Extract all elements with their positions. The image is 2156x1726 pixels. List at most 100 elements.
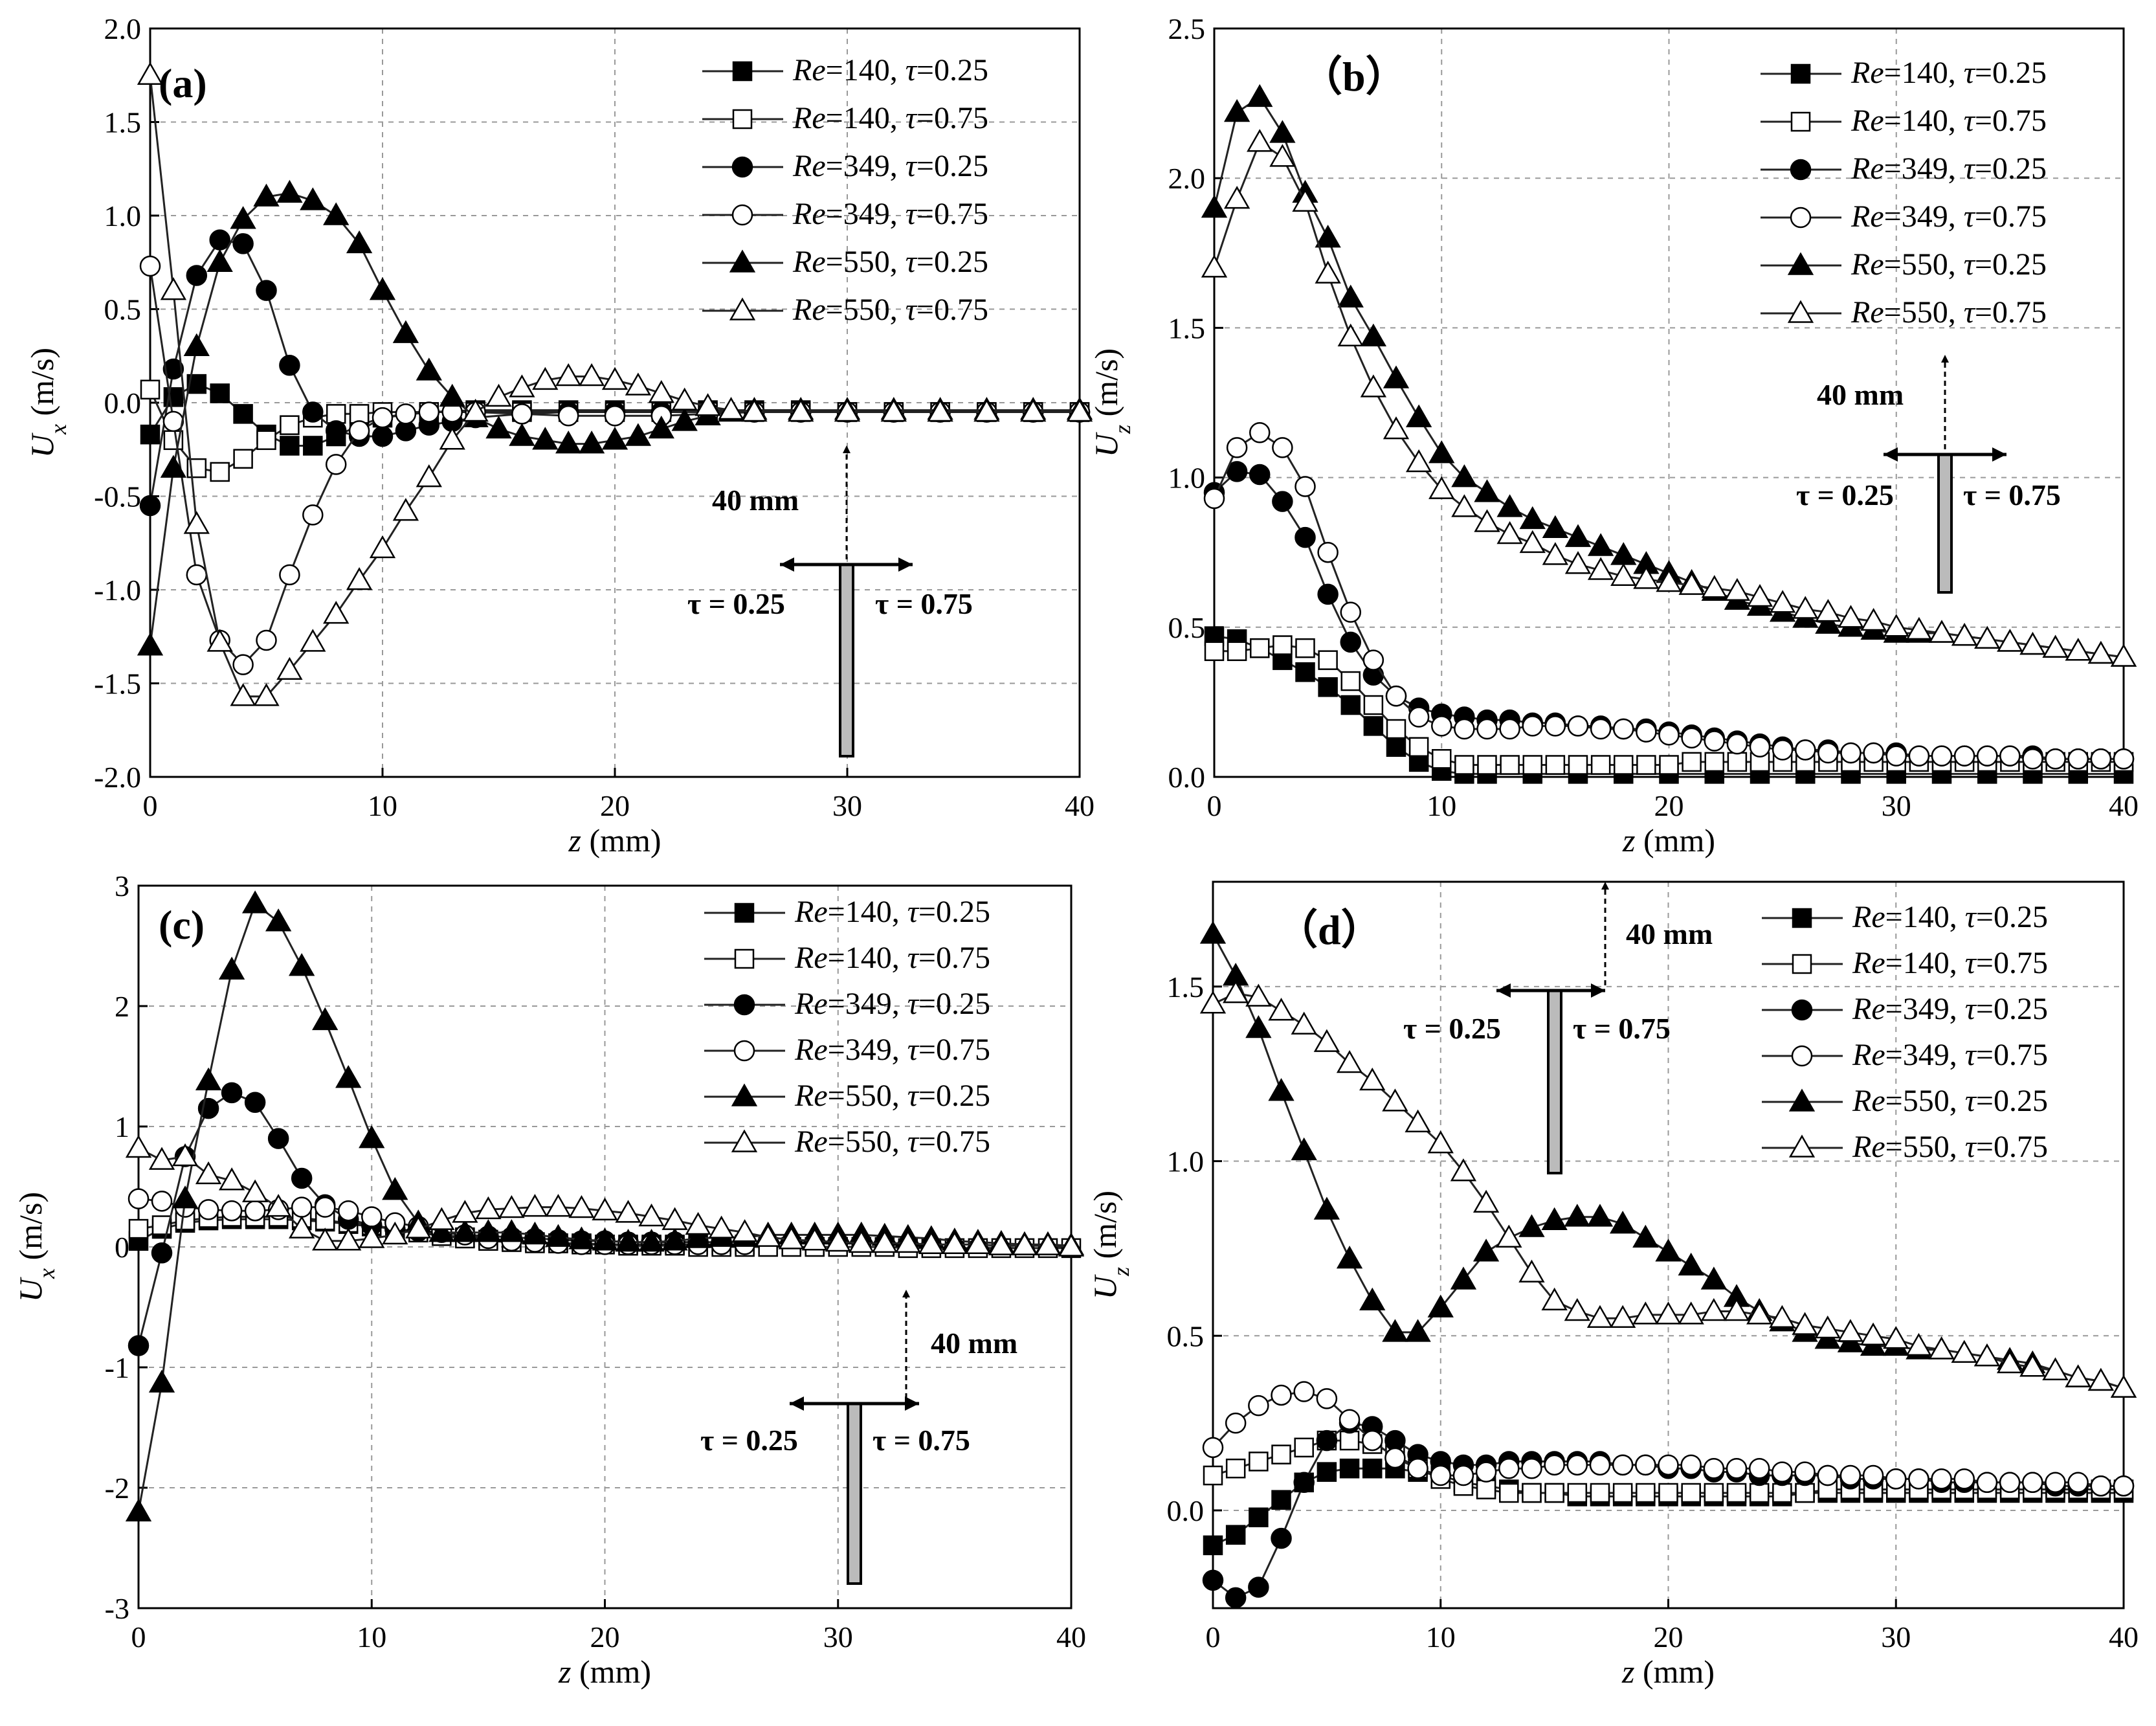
data-point bbox=[1931, 745, 1953, 767]
inset-schematic: 40 mm τ = 0.25 τ = 0.75 bbox=[1403, 882, 1713, 1174]
data-point bbox=[256, 430, 276, 451]
y-tick-label: 1 bbox=[115, 1110, 129, 1143]
data-point bbox=[1772, 1483, 1792, 1503]
data-point bbox=[221, 1082, 243, 1104]
data-point bbox=[1586, 1204, 1614, 1227]
data-point bbox=[661, 1207, 688, 1230]
data-point bbox=[1974, 625, 2001, 649]
data-point bbox=[1999, 745, 2021, 767]
data-point bbox=[1632, 1301, 1659, 1325]
data-point bbox=[1316, 1429, 1338, 1451]
data-point bbox=[545, 1224, 572, 1247]
data-point bbox=[1498, 1457, 1520, 1479]
data-point bbox=[1794, 1461, 1816, 1483]
data-point bbox=[1340, 631, 1361, 653]
data-point bbox=[1272, 635, 1293, 655]
data-point bbox=[755, 1224, 781, 1247]
data-point bbox=[509, 374, 535, 398]
data-point bbox=[183, 511, 210, 534]
inset-distance-label: 40 mm bbox=[712, 484, 799, 517]
x-tick-label: 40 bbox=[2109, 1620, 2139, 1653]
data-point bbox=[661, 1227, 688, 1251]
data-point bbox=[964, 1231, 992, 1255]
data-point bbox=[1885, 1468, 1907, 1490]
data-point bbox=[172, 1143, 199, 1167]
data-point bbox=[511, 403, 533, 425]
x-tick-label: 10 bbox=[1427, 789, 1456, 822]
data-point bbox=[2022, 748, 2043, 770]
legend-entry: Re=140, τ=0.25 bbox=[1850, 56, 2047, 90]
data-point bbox=[625, 372, 652, 396]
data-point bbox=[555, 431, 582, 454]
legend-entry: Re=349, τ=0.25 bbox=[794, 987, 990, 1021]
data-point bbox=[475, 1219, 502, 1242]
data-point bbox=[1225, 1525, 1246, 1545]
data-point bbox=[1248, 1395, 1269, 1417]
data-point bbox=[1384, 1447, 1406, 1469]
data-point bbox=[1204, 641, 1225, 662]
panel-label: （b） bbox=[1301, 54, 1407, 100]
data-point bbox=[778, 1226, 805, 1250]
data-point bbox=[291, 1196, 313, 1218]
data-point bbox=[1340, 671, 1361, 691]
data-point bbox=[1428, 440, 1455, 464]
x-tick-label: 40 bbox=[2109, 789, 2139, 822]
data-point bbox=[1250, 638, 1270, 658]
data-point bbox=[568, 1194, 595, 1218]
data-point bbox=[1383, 416, 1410, 440]
data-point bbox=[1817, 742, 1839, 764]
y-tick-label: 0.5 bbox=[1168, 611, 1206, 644]
data-point bbox=[1473, 1189, 1500, 1213]
data-point bbox=[1431, 715, 1452, 737]
data-point bbox=[1792, 1312, 1818, 1335]
data-point bbox=[601, 427, 628, 450]
data-point bbox=[2113, 748, 2135, 770]
data-point bbox=[1656, 568, 1682, 592]
data-point bbox=[1318, 650, 1338, 670]
data-point bbox=[162, 358, 184, 380]
data-point bbox=[256, 280, 277, 301]
data-point bbox=[1795, 1483, 1815, 1503]
data-point bbox=[323, 601, 350, 624]
data-point bbox=[1450, 1158, 1477, 1182]
data-point bbox=[685, 1225, 711, 1248]
data-point bbox=[1363, 695, 1384, 715]
data-point bbox=[1451, 494, 1478, 517]
data-point bbox=[601, 366, 628, 390]
data-point bbox=[1748, 1457, 1770, 1479]
data-point bbox=[1544, 1454, 1565, 1476]
data-point bbox=[1499, 718, 1520, 740]
x-tick-label: 0 bbox=[1207, 789, 1222, 822]
data-point bbox=[2065, 638, 2091, 661]
data-point bbox=[1519, 506, 1546, 530]
data-point bbox=[256, 629, 277, 651]
data-point bbox=[1359, 1067, 1386, 1091]
data-point bbox=[172, 1185, 199, 1209]
data-point bbox=[2110, 1374, 2137, 1398]
data-point bbox=[1496, 521, 1523, 544]
data-point bbox=[2090, 748, 2112, 770]
panel-label: (a) bbox=[159, 60, 207, 106]
data-point bbox=[2065, 1364, 2091, 1387]
data-point bbox=[1360, 323, 1387, 347]
data-point bbox=[302, 504, 324, 526]
data-point bbox=[1271, 1490, 1291, 1510]
data-point bbox=[1681, 1483, 1701, 1503]
data-point bbox=[1906, 616, 1933, 640]
data-point bbox=[1340, 695, 1361, 715]
data-point bbox=[361, 1206, 383, 1227]
data-point bbox=[1863, 742, 1884, 764]
data-point bbox=[195, 1067, 222, 1091]
x-tick-label: 0 bbox=[131, 1620, 146, 1653]
data-point bbox=[1749, 736, 1771, 758]
data-point bbox=[1976, 1472, 1998, 1494]
data-point bbox=[1883, 614, 1909, 637]
data-point bbox=[825, 1229, 851, 1252]
data-point bbox=[1613, 718, 1634, 740]
data-point bbox=[140, 379, 161, 400]
data-point bbox=[1405, 449, 1432, 473]
y-tick-label: 1.5 bbox=[1168, 311, 1206, 344]
data-point bbox=[578, 431, 605, 454]
inset-left-label: τ = 0.25 bbox=[687, 587, 785, 620]
y-axis-title: Ux (m/s) bbox=[12, 1192, 60, 1302]
